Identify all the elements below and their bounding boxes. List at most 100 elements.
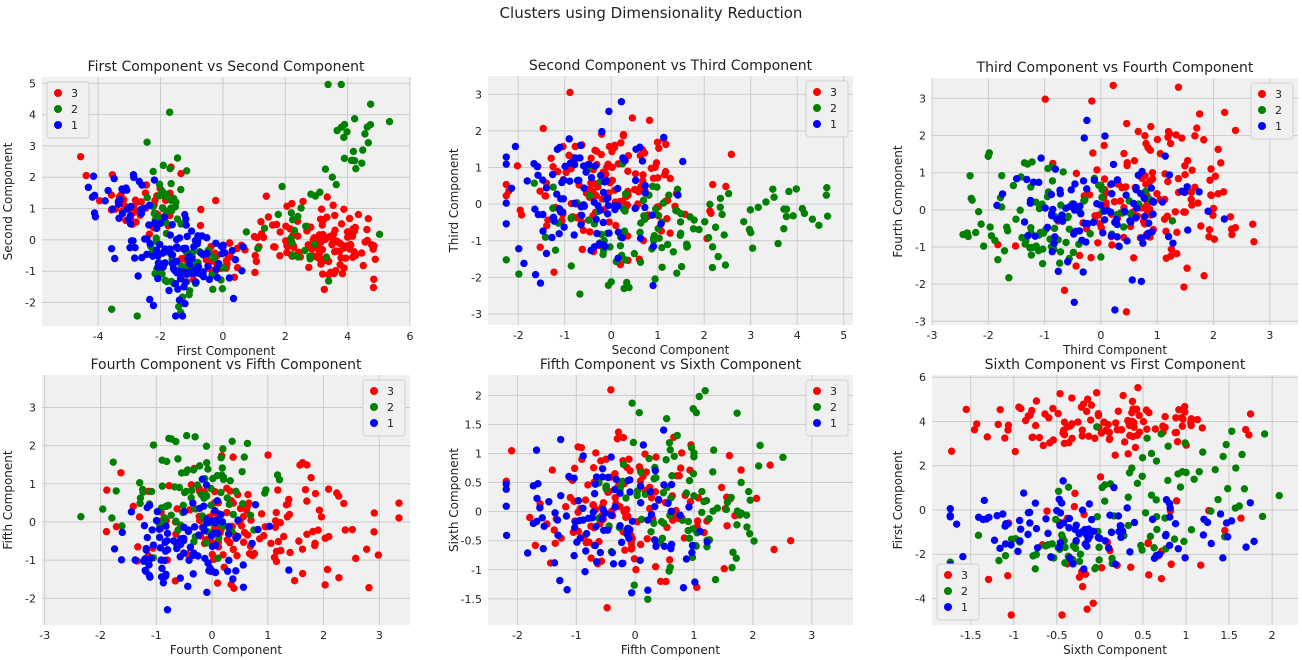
data-point-cluster-2 — [702, 496, 711, 505]
y-tick-label: 0 — [475, 198, 482, 211]
data-point-cluster-3 — [1219, 188, 1228, 196]
data-point-cluster-2 — [191, 433, 199, 441]
data-point-cluster-1 — [611, 503, 619, 511]
data-point-cluster-1 — [596, 206, 605, 214]
data-point-cluster-3 — [1173, 438, 1182, 446]
data-point-cluster-2 — [219, 264, 228, 272]
data-point-cluster-3 — [135, 513, 144, 521]
data-point-cluster-1 — [1134, 171, 1143, 179]
data-point-cluster-1 — [1024, 232, 1032, 240]
data-point-cluster-1 — [127, 237, 136, 245]
y-tick-label: -0.5 — [461, 535, 482, 548]
subplot-title: Fifth Component vs Sixth Component — [540, 357, 802, 373]
data-point-cluster-2 — [1027, 251, 1036, 259]
data-point-cluster-2 — [1150, 544, 1158, 552]
data-point-cluster-1 — [627, 589, 636, 597]
data-point-cluster-1 — [166, 231, 174, 239]
x-axis-label: First Component — [177, 344, 276, 358]
data-point-cluster-1 — [651, 466, 660, 475]
data-point-cluster-1 — [1050, 239, 1058, 248]
data-point-cluster-2 — [1228, 427, 1236, 435]
data-point-cluster-2 — [774, 239, 782, 248]
data-point-cluster-1 — [632, 145, 640, 153]
data-point-cluster-2 — [637, 468, 645, 476]
data-point-cluster-1 — [1123, 504, 1131, 512]
data-point-cluster-2 — [660, 519, 668, 527]
data-point-cluster-1 — [1115, 242, 1123, 250]
data-point-cluster-1 — [657, 220, 665, 228]
data-point-cluster-3 — [1064, 423, 1072, 431]
data-point-cluster-1 — [1110, 483, 1118, 492]
data-point-cluster-3 — [983, 433, 991, 441]
data-point-cluster-3 — [1191, 132, 1199, 140]
data-point-cluster-3 — [1162, 254, 1170, 262]
data-point-cluster-3 — [1205, 233, 1213, 241]
data-point-cluster-1 — [1203, 518, 1212, 527]
subplot-title: Fourth Component vs Fifth Component — [90, 357, 362, 373]
data-point-cluster-1 — [1025, 508, 1034, 517]
y-tick-label: -2 — [915, 278, 926, 291]
data-point-cluster-2 — [375, 230, 384, 239]
data-point-cluster-3 — [341, 526, 349, 534]
data-point-cluster-2 — [158, 456, 166, 464]
data-point-cluster-1 — [213, 273, 222, 282]
data-point-cluster-1 — [146, 295, 154, 304]
data-point-cluster-1 — [234, 516, 242, 524]
data-point-cluster-3 — [219, 551, 227, 559]
data-point-cluster-1 — [101, 197, 109, 205]
data-point-cluster-2 — [746, 206, 755, 214]
data-point-cluster-2 — [709, 446, 718, 454]
data-point-cluster-1 — [1165, 541, 1174, 550]
data-point-cluster-2 — [328, 173, 337, 181]
data-point-cluster-2 — [658, 243, 666, 252]
legend-marker-2 — [1258, 106, 1266, 114]
data-point-cluster-1 — [1043, 223, 1052, 232]
data-point-cluster-3 — [245, 499, 253, 507]
data-point-cluster-1 — [553, 516, 562, 524]
data-point-cluster-2 — [1174, 470, 1182, 478]
data-point-cluster-2 — [779, 453, 787, 462]
data-point-cluster-3 — [1143, 425, 1151, 433]
data-point-cluster-1 — [141, 566, 149, 575]
subplot-title: Sixth Component vs First Component — [985, 357, 1246, 373]
data-point-cluster-1 — [1126, 548, 1134, 556]
legend-marker-3 — [1258, 90, 1266, 98]
data-point-cluster-1 — [192, 237, 200, 245]
data-point-cluster-1 — [171, 279, 180, 288]
data-point-cluster-1 — [197, 249, 205, 257]
data-point-cluster-2 — [728, 563, 736, 572]
data-point-cluster-2 — [722, 505, 731, 514]
legend-label: 1 — [1275, 120, 1282, 133]
data-point-cluster-1 — [652, 542, 660, 551]
data-point-cluster-1 — [1220, 215, 1229, 223]
data-point-cluster-1 — [636, 482, 645, 490]
data-point-cluster-3 — [1094, 239, 1102, 247]
data-point-cluster-1 — [1114, 512, 1123, 520]
data-point-cluster-2 — [530, 179, 539, 187]
data-point-cluster-1 — [556, 576, 564, 585]
data-point-cluster-3 — [1180, 402, 1189, 411]
data-point-cluster-3 — [1142, 139, 1150, 148]
legend-marker-3 — [944, 571, 952, 579]
data-point-cluster-2 — [1091, 565, 1099, 573]
x-tick-label: -4 — [93, 330, 104, 343]
data-point-cluster-3 — [1231, 126, 1240, 135]
y-tick-label: 0.5 — [465, 477, 483, 490]
data-point-cluster-2 — [288, 238, 296, 247]
legend-label: 2 — [1275, 104, 1282, 117]
y-axis-label: First Component — [891, 450, 905, 549]
data-point-cluster-2 — [1152, 457, 1161, 465]
data-point-cluster-2 — [214, 554, 222, 562]
data-point-cluster-2 — [637, 219, 645, 227]
data-point-cluster-2 — [684, 517, 693, 526]
data-point-cluster-2 — [1054, 487, 1063, 495]
data-point-cluster-2 — [979, 242, 988, 250]
data-point-cluster-2 — [168, 206, 176, 215]
data-point-cluster-3 — [76, 152, 85, 161]
legend-label: 2 — [830, 102, 837, 115]
data-point-cluster-1 — [1055, 543, 1064, 551]
data-point-cluster-1 — [1051, 165, 1060, 173]
data-point-cluster-1 — [1044, 529, 1052, 538]
data-point-cluster-3 — [340, 499, 348, 508]
data-point-cluster-3 — [636, 540, 645, 549]
